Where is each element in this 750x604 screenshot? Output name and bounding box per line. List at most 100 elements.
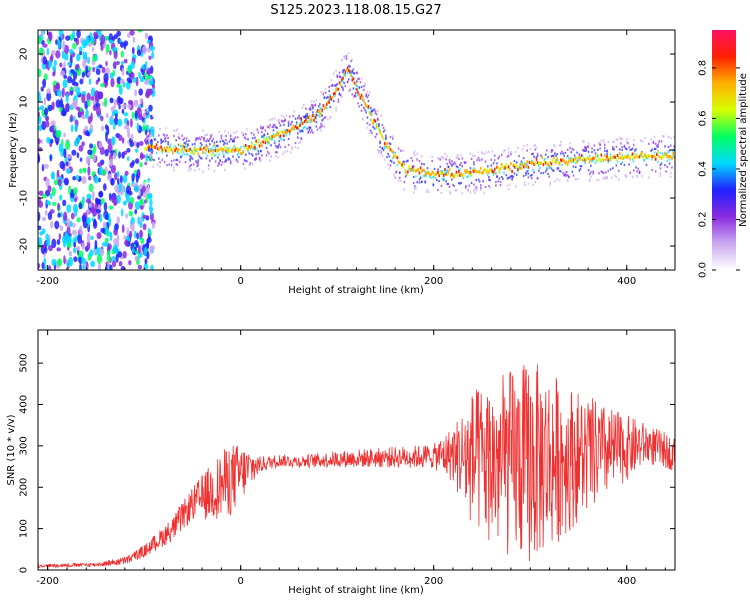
heatmap-cell [456,153,459,157]
spectrogram-xtick-label: 0 [237,276,243,287]
heatmap-cell [180,155,182,158]
heatmap-cell [127,103,132,110]
heatmap-cell [348,52,350,55]
heatmap-cell [206,173,209,176]
heatmap-cell [46,91,52,102]
heatmap-cell [410,169,413,173]
heatmap-cell [284,118,286,122]
heatmap-cell [144,258,148,265]
heatmap-cell [540,154,542,157]
heatmap-cell [434,212,437,215]
heatmap-cell [343,81,345,85]
heatmap-cell [660,199,663,202]
heatmap-cell [482,171,484,175]
heatmap-cell [386,206,388,209]
heatmap-cell [308,107,311,111]
heatmap-cell [197,161,200,164]
heatmap-cell [82,59,87,69]
heatmap-cell [107,143,113,154]
heatmap-cell [537,169,540,172]
heatmap-cell [131,222,135,231]
heatmap-cell [42,43,48,48]
heatmap-cell [297,146,299,150]
heatmap-cell [122,174,128,184]
heatmap-cell [584,204,586,207]
heatmap-cell [319,111,321,115]
heatmap-cell [449,174,452,178]
heatmap-cell [94,90,100,100]
heatmap-cell [485,151,488,154]
heatmap-cell [113,49,118,60]
heatmap-cell [118,104,121,110]
heatmap-cell [264,164,267,167]
heatmap-cell [511,174,513,178]
heatmap-cell [231,148,233,151]
heatmap-cell [98,64,103,69]
heatmap-cell [550,162,553,166]
heatmap-cell [592,170,594,173]
heatmap-cell [397,179,400,182]
heatmap-cell [75,246,81,251]
heatmap-cell [275,126,277,129]
heatmap-cell [486,213,489,216]
heatmap-cell [657,125,659,128]
heatmap-cell [646,157,649,160]
heatmap-cell [581,139,584,143]
heatmap-cell [341,95,343,99]
heatmap-cell [383,145,386,148]
heatmap-cell [322,91,325,94]
heatmap-cell [415,187,417,190]
heatmap-cell [360,77,363,80]
heatmap-cell [647,176,650,179]
heatmap-cell [454,172,457,176]
heatmap-cell [185,140,188,143]
heatmap-cell [607,141,610,144]
heatmap-cell [525,171,527,175]
heatmap-cell [440,155,443,159]
heatmap-cell [227,174,230,177]
heatmap-cell [409,217,411,220]
heatmap-cell [129,30,135,36]
heatmap-cell [477,150,480,153]
heatmap-cell [185,153,188,156]
heatmap-cell [288,133,291,136]
heatmap-cell [506,166,509,170]
heatmap-cell [76,136,81,142]
heatmap-cell [529,160,532,164]
heatmap-cell [528,187,531,190]
heatmap-cell [95,102,101,108]
heatmap-cell [351,58,354,61]
heatmap-cell [268,152,270,155]
heatmap-cell [530,173,533,177]
heatmap-cell [571,147,574,151]
heatmap-cell [187,153,189,156]
heatmap-cell [591,147,593,150]
heatmap-cell [591,185,593,189]
heatmap-cell [635,166,637,169]
heatmap-cell [285,129,288,132]
heatmap-cell [597,215,599,218]
heatmap-cell [419,195,422,198]
heatmap-cell [271,135,274,139]
heatmap-cell [314,116,317,120]
heatmap-cell [381,123,384,127]
heatmap-cell [269,159,271,162]
heatmap-cell [155,179,158,182]
heatmap-cell [474,154,476,158]
heatmap-cell [432,171,435,175]
heatmap-cell [420,155,423,158]
heatmap-cell [307,115,310,119]
heatmap-cell [579,88,582,91]
heatmap-cell [371,131,373,135]
heatmap-cell [666,165,669,169]
heatmap-cell [526,143,528,147]
heatmap-cell [513,201,516,205]
heatmap-cell [498,147,501,150]
heatmap-cell [139,161,143,168]
heatmap-cell [466,142,468,146]
heatmap-cell [549,205,552,208]
heatmap-cell [55,50,61,59]
heatmap-cell [182,189,184,192]
heatmap-cell [156,140,159,144]
heatmap-cell [79,78,84,85]
